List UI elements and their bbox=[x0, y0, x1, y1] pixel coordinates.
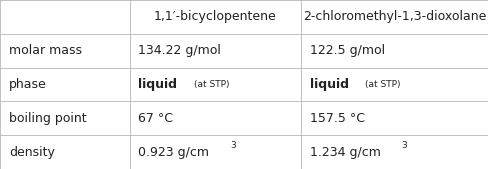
Text: 134.22 g/mol: 134.22 g/mol bbox=[138, 44, 221, 57]
Text: 3: 3 bbox=[400, 141, 406, 150]
Text: 0.923 g/cm: 0.923 g/cm bbox=[138, 146, 209, 159]
Text: 2-chloromethyl-1,3-dioxolane: 2-chloromethyl-1,3-dioxolane bbox=[303, 10, 486, 23]
Text: (at STP): (at STP) bbox=[364, 80, 400, 89]
Text: (at STP): (at STP) bbox=[193, 80, 229, 89]
Text: 1,1′-bicyclopentene: 1,1′-bicyclopentene bbox=[153, 10, 276, 23]
Text: boiling point: boiling point bbox=[9, 112, 86, 125]
Text: liquid: liquid bbox=[309, 78, 348, 91]
Text: 122.5 g/mol: 122.5 g/mol bbox=[309, 44, 384, 57]
Text: 1.234 g/cm: 1.234 g/cm bbox=[309, 146, 380, 159]
Text: 67 °C: 67 °C bbox=[138, 112, 173, 125]
Text: density: density bbox=[9, 146, 55, 159]
Text: 157.5 °C: 157.5 °C bbox=[309, 112, 364, 125]
Text: molar mass: molar mass bbox=[9, 44, 81, 57]
Text: phase: phase bbox=[9, 78, 46, 91]
Text: 3: 3 bbox=[229, 141, 235, 150]
Text: liquid: liquid bbox=[138, 78, 177, 91]
